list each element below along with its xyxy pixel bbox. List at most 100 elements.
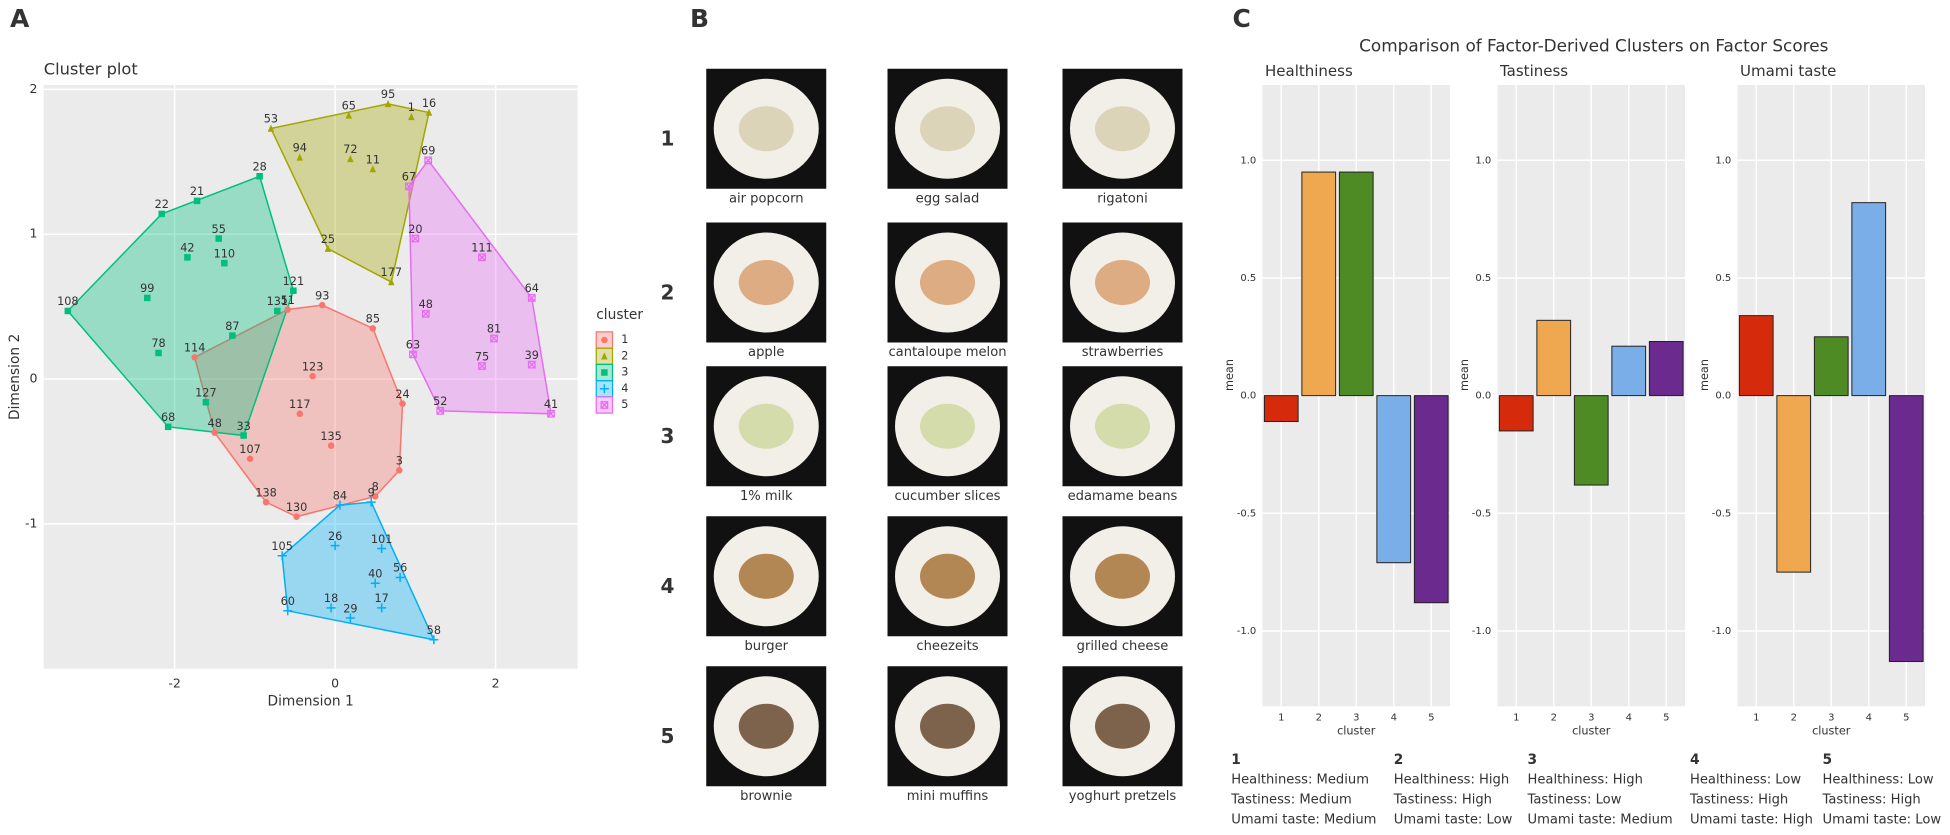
point-label: 41 (544, 398, 558, 411)
point (408, 112, 415, 121)
x-tick-label: 3 (1588, 713, 1594, 724)
y-tick-label: 0.5 (1240, 273, 1256, 284)
food (738, 260, 794, 305)
row-label: 3 (661, 424, 675, 448)
legend-label: 5 (621, 398, 628, 411)
point-label: 177 (381, 266, 402, 279)
facet-title: Healthiness (1265, 62, 1353, 80)
point (345, 111, 352, 119)
point-label: 121 (283, 275, 304, 288)
description-line: Healthiness: Medium (1231, 773, 1369, 788)
point-label: 81 (487, 323, 501, 336)
food-label: apple (748, 345, 784, 360)
point (547, 409, 555, 418)
point (366, 497, 376, 507)
y-tick-label: -1.0 (1712, 626, 1732, 637)
point (293, 513, 300, 520)
point-label: 110 (214, 247, 235, 260)
x-tick-label: 3 (1353, 713, 1359, 724)
food-label: egg salad (916, 191, 980, 206)
point (144, 294, 151, 302)
y-tick-label: 0.0 (1240, 391, 1256, 402)
point-label: 67 (402, 171, 416, 184)
point (191, 354, 198, 361)
x-tick-label: 3 (1828, 713, 1834, 724)
point-label: 130 (286, 501, 307, 514)
panel-letter: B (690, 4, 709, 33)
bar (1611, 345, 1647, 397)
food (1095, 553, 1150, 599)
point-label: 117 (289, 398, 310, 411)
point-label: 135 (320, 430, 341, 443)
y-axis-label: mean (1458, 359, 1471, 391)
point (319, 301, 326, 309)
description-line: Tastiness: High (1393, 793, 1492, 808)
description-line: Umami taste: High (1690, 813, 1813, 828)
point-label: 95 (381, 88, 395, 101)
food-label: rigatoni (1097, 191, 1148, 206)
point (490, 334, 498, 343)
point (527, 294, 536, 302)
point (193, 197, 201, 205)
bar (1301, 171, 1337, 397)
point-label: 60 (281, 595, 295, 608)
point (399, 400, 406, 407)
point-label: 48 (208, 417, 222, 430)
food (738, 403, 794, 449)
x-tick-label: 4 (1626, 713, 1632, 724)
x-axis-label: cluster (1572, 724, 1611, 737)
x-tick-label: 5 (1903, 713, 1909, 724)
bar (1776, 395, 1812, 573)
legend-label: 3 (621, 366, 628, 379)
point-label: 63 (406, 339, 420, 352)
food (1095, 260, 1150, 305)
point-label: 55 (212, 223, 226, 236)
point-label: 78 (151, 337, 165, 350)
food-label: brownie (740, 789, 792, 804)
point (601, 369, 608, 376)
x-tick-label: 5 (1428, 713, 1434, 724)
y-tick-label: 1.0 (1240, 155, 1256, 166)
x-axis-label: Dimension 1 (268, 693, 354, 709)
point-label: 22 (155, 198, 169, 211)
panel-letter: A (10, 4, 30, 33)
point (409, 350, 417, 359)
description-number: 4 (1690, 752, 1700, 768)
point (601, 336, 608, 344)
point (369, 165, 377, 173)
x-tick-label: 1 (1753, 713, 1759, 724)
row-label: 2 (661, 280, 675, 304)
point (221, 259, 228, 267)
point-label: 108 (57, 295, 78, 308)
description-line: Umami taste: Medium (1231, 813, 1376, 828)
point-label: 72 (343, 143, 357, 156)
description-number: 2 (1394, 752, 1404, 768)
x-tick-label: 4 (1866, 713, 1872, 724)
point (274, 307, 281, 315)
y-tick-label: 1.0 (1475, 155, 1491, 166)
point-label: 39 (525, 349, 539, 362)
point (405, 182, 413, 191)
y-tick-label: 0.0 (1475, 391, 1491, 402)
point-label: 9 (368, 486, 375, 499)
point-label: 18 (324, 592, 338, 605)
point (277, 551, 287, 561)
description-line: Umami taste: Low (1823, 813, 1942, 828)
legend-label: 4 (621, 382, 628, 395)
point (425, 108, 433, 116)
point (184, 254, 191, 261)
point (601, 352, 608, 360)
point-label: 42 (180, 242, 194, 255)
bar (1648, 341, 1684, 397)
row-label: 5 (661, 724, 675, 748)
food-label: burger (744, 639, 788, 654)
y-tick-label: -1.0 (1472, 626, 1492, 637)
point-label: 114 (184, 342, 205, 355)
x-axis-label: cluster (1812, 724, 1851, 737)
point (424, 156, 433, 165)
point (296, 153, 304, 161)
legend-title: cluster (596, 307, 643, 323)
food-label: cheezeits (916, 639, 978, 654)
y-tick-label: -0.5 (1237, 508, 1257, 519)
food-label: cantaloupe melon (888, 345, 1006, 360)
